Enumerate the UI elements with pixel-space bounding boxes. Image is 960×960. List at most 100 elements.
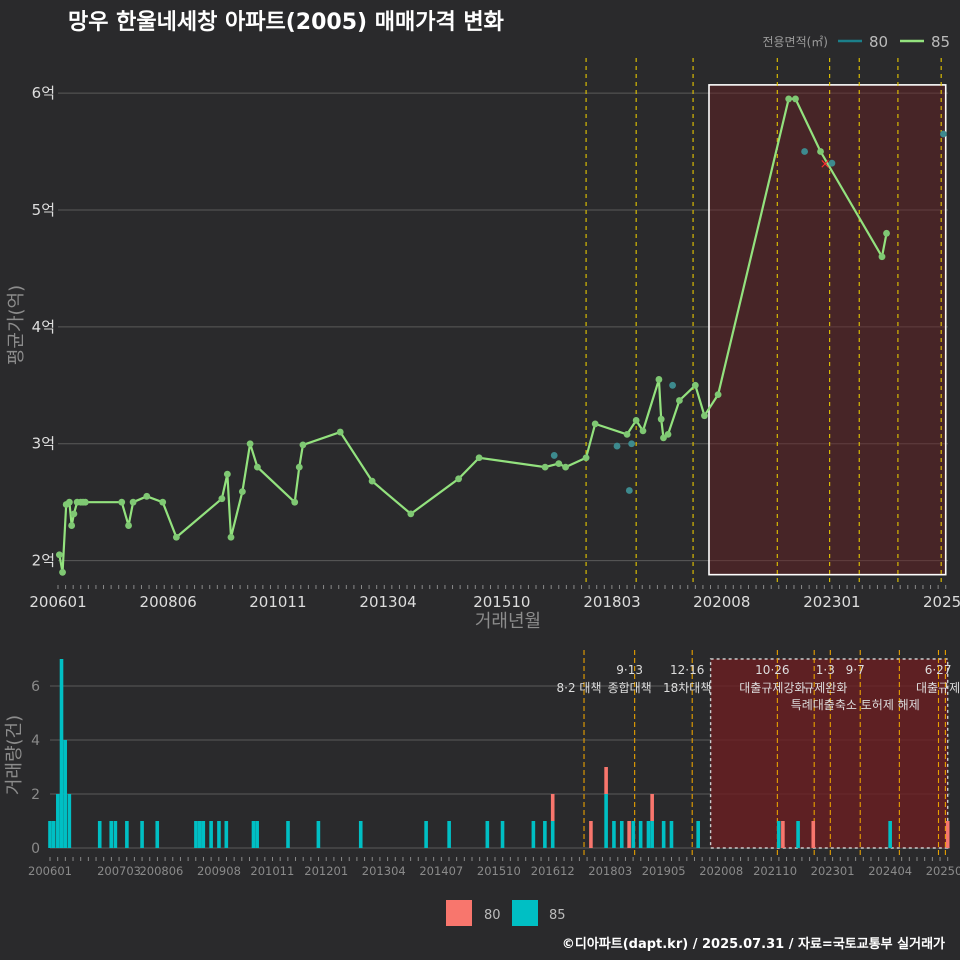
series-85-point	[159, 498, 167, 506]
bar-85	[125, 821, 129, 848]
highlight-range	[709, 658, 949, 849]
series-85-point	[253, 463, 261, 471]
series-85-point	[143, 492, 151, 500]
x-tick-label: 2025	[923, 593, 960, 611]
bar-80	[589, 821, 593, 848]
bar-85	[48, 821, 52, 848]
policy-label-date: 9·13	[616, 663, 643, 677]
series-85-point	[65, 498, 73, 506]
x-tick-label: 202008	[699, 864, 743, 878]
x-tick-label: 20250	[926, 864, 960, 878]
x-tick-label: 202110	[753, 864, 797, 878]
series-85-point	[68, 522, 76, 529]
series-85-point	[368, 477, 376, 485]
bar-85	[286, 821, 290, 848]
x-marker: ×	[820, 157, 831, 172]
series-85-point	[817, 148, 824, 155]
bar-85	[888, 821, 892, 848]
legend-80-swatch	[446, 900, 472, 926]
x-tick-label: 201905	[642, 864, 686, 878]
series-85-point	[299, 441, 307, 449]
legend-80-label: 80	[869, 33, 888, 51]
series-85-point	[125, 522, 132, 529]
bar-85	[604, 794, 608, 848]
bar-85	[500, 821, 505, 848]
x-tick-label: 201304	[362, 864, 406, 878]
policy-label-name: 대출규제	[916, 681, 960, 695]
policy-label-date: 10·26	[755, 663, 789, 677]
bar-85	[550, 821, 555, 848]
bar-85	[201, 821, 206, 848]
y-tick-label: 5억	[32, 201, 55, 219]
series-85-point	[785, 95, 793, 103]
source-credit: ©디아파트(dapt.kr) / 2025.07.31 / 자료=국토교통부 실…	[562, 936, 945, 952]
x-tick-label: 201510	[477, 864, 521, 878]
y-tick-label: 4	[31, 733, 40, 749]
x-tick-label: 201011	[249, 593, 306, 611]
bar-80	[811, 821, 816, 848]
y-tick-label: 4억	[32, 318, 55, 336]
policy-label-date: 1·3	[816, 663, 835, 677]
bar-85	[358, 821, 363, 848]
series-85-point	[639, 427, 647, 435]
bar-85	[447, 821, 451, 848]
bar-85	[251, 821, 256, 848]
bar-85	[424, 821, 428, 848]
series-80-point	[669, 381, 676, 389]
series-85-point	[70, 510, 78, 518]
series-85-point	[227, 533, 235, 541]
series-85-point	[455, 475, 463, 483]
bar-80	[650, 794, 654, 821]
bar-85	[67, 794, 72, 848]
series-85-point	[701, 412, 708, 420]
series-85-point	[792, 95, 799, 103]
bar-85	[224, 821, 229, 848]
x-tick-label: 202404	[868, 864, 912, 878]
x-tick-label: 200601	[28, 864, 72, 878]
bar-85	[631, 821, 636, 848]
chart-title: 망우 한울네세창 아파트(2005) 매매가격 변화	[68, 10, 504, 35]
series-85-point	[676, 397, 683, 404]
series-85-point	[223, 470, 231, 478]
series-85-point	[475, 454, 483, 462]
x-tick-label: 202008	[693, 593, 750, 611]
bar-80	[945, 821, 950, 848]
series-85-point	[541, 463, 549, 471]
y-tick-label: 2	[31, 787, 40, 803]
bar-85	[209, 821, 213, 848]
bar-85	[619, 821, 624, 848]
bar-85	[485, 821, 490, 848]
series-85-point	[657, 415, 665, 423]
policy-label-name: 대출규제강화	[739, 681, 805, 695]
bar-85	[59, 659, 64, 848]
policy-label-name: 종합대책	[608, 680, 652, 695]
series-85-point	[883, 229, 890, 237]
x-tick-label: 200908	[197, 864, 241, 878]
x-tick-label: 201407	[419, 864, 463, 878]
y-tick-label: 0	[31, 841, 40, 857]
bar-85	[140, 821, 144, 848]
series-85-point	[562, 463, 569, 471]
legend-80-label: 80	[484, 908, 501, 923]
series-80-point	[940, 130, 947, 138]
x-tick-label: 201612	[531, 864, 575, 878]
series-85-point	[655, 376, 663, 383]
series-85-point	[582, 454, 590, 462]
bar-85	[63, 740, 67, 848]
x-tick-label: 202301	[811, 864, 855, 878]
x-tick-label: 201510	[473, 593, 530, 611]
bar-85	[661, 821, 666, 848]
policy-label-name: 규제완화	[803, 681, 847, 695]
x-tick-label: 200703	[97, 864, 141, 878]
x-tick-label: 200806	[139, 864, 183, 878]
x-tick-label: 201803	[588, 864, 632, 878]
bar-85	[113, 821, 118, 848]
bar-85	[194, 821, 198, 848]
bar-85	[197, 821, 202, 848]
policy-label-name: 18차대책	[663, 680, 711, 695]
x-tick-label: 200806	[140, 593, 197, 611]
price-chart: 2억 3억 4억 5억 6억 200601 200806 201011 201304 201510…	[6, 33, 960, 632]
x-tick-label: 202301	[803, 593, 860, 611]
highlight-range	[708, 84, 947, 576]
